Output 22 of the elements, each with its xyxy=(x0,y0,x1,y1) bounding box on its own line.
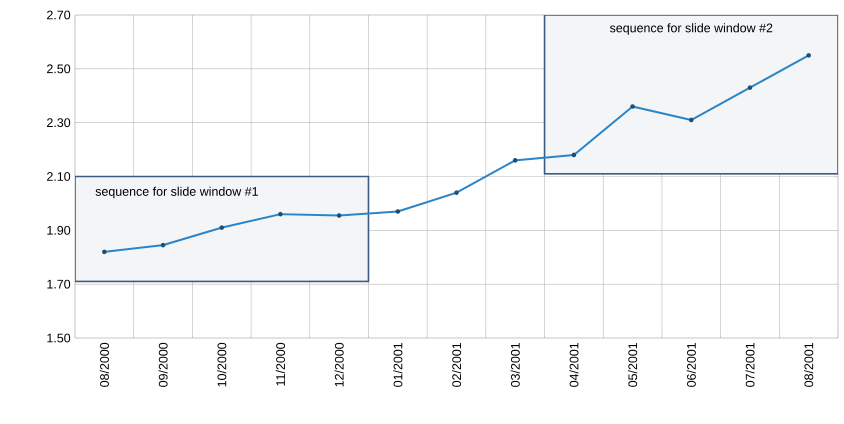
x-tick-label: 07/2001 xyxy=(745,342,755,387)
y-tick-label: 2.10 xyxy=(47,172,70,181)
x-tick-label: 06/2001 xyxy=(686,342,696,387)
y-tick-label: 2.50 xyxy=(47,64,70,74)
band-label: sequence for slide window #1 xyxy=(96,186,258,198)
x-tick-label: 05/2001 xyxy=(628,342,638,387)
x-tick-label: 10/2000 xyxy=(217,342,226,386)
x-tick-label: 08/2000 xyxy=(100,342,109,387)
x-tick-label: 04/2001 xyxy=(569,342,578,387)
x-tick-label: 12/2000 xyxy=(334,342,344,386)
x-tick-label: 01/2001 xyxy=(393,342,402,387)
x-tick-label: 08/2001 xyxy=(804,342,814,387)
y-tick-label: 1.50 xyxy=(47,334,70,342)
y-tick-label: 1.70 xyxy=(47,280,70,289)
y-tick-label: 1.90 xyxy=(47,226,70,235)
x-tick-label: 11/2000 xyxy=(276,342,285,386)
x-tick-label: 03/2001 xyxy=(510,342,520,387)
y-tick-label: 2.30 xyxy=(47,118,70,128)
x-tick-label: 02/2001 xyxy=(452,342,462,387)
y-tick-label: 2.70 xyxy=(47,10,70,20)
band-label: sequence for slide window #2 xyxy=(610,23,772,35)
x-tick-label: 09/2000 xyxy=(158,342,168,387)
